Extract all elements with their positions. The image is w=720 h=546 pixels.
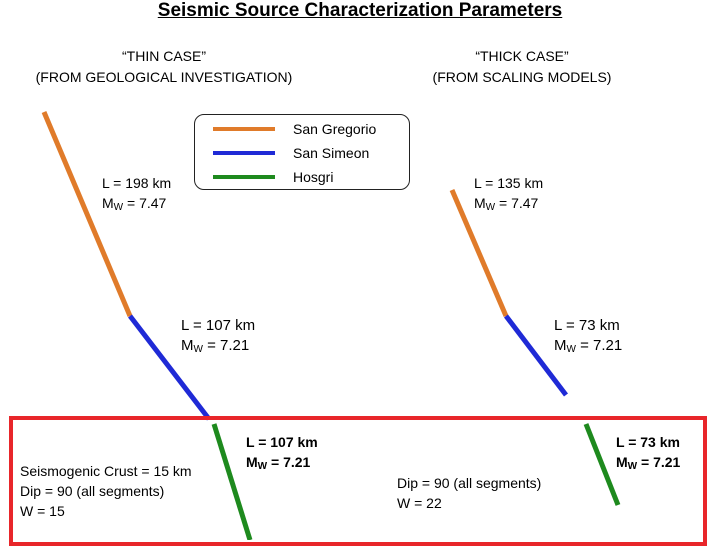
thick-san-simeon-length: L = 73 km <box>554 317 620 334</box>
thin-san-gregorio-fault <box>41 111 133 317</box>
legend: San Gregorio San Simeon Hosgri <box>194 114 410 190</box>
thin-san-simeon-magnitude: MW = 7.21 <box>181 337 250 355</box>
thin-hosgri-magnitude: MW = 7.21 <box>246 454 311 472</box>
thick-san-gregorio-fault <box>449 189 509 317</box>
thin-san-simeon-length: L = 107 km <box>181 317 256 334</box>
thin-params: Seismogenic Crust = 15 km Dip = 90 (all … <box>20 461 192 521</box>
thick-hosgri-magnitude: MW = 7.21 <box>616 454 681 472</box>
thick-case-subtitle: (FROM SCALING MODELS) <box>432 69 612 85</box>
thick-hosgri-length: L = 73 km <box>616 434 680 450</box>
thick-param-width: W = 22 <box>397 495 442 511</box>
thin-case-title: “THIN CASE” <box>122 48 206 64</box>
legend-swatch-san-gregorio <box>213 127 275 131</box>
thin-hosgri-length: L = 107 km <box>246 434 318 450</box>
thin-san-gregorio-magnitude: MW = 7.47 <box>102 195 167 213</box>
thin-san-simeon-fault <box>128 314 211 421</box>
thin-san-gregorio-label: L = 198 km MW = 7.47 <box>102 173 171 213</box>
page-title: Seismic Source Characterization Paramete… <box>157 0 563 21</box>
thick-san-simeon-label: L = 73 km MW = 7.21 <box>554 316 622 356</box>
thin-param-crust: Seismogenic Crust = 15 km <box>20 463 192 479</box>
thick-san-gregorio-label: L = 135 km MW = 7.47 <box>474 173 543 213</box>
thin-san-simeon-label: L = 107 km MW = 7.21 <box>181 316 255 356</box>
thick-case-heading: “THICK CASE” (FROM SCALING MODELS) <box>392 46 652 88</box>
thick-san-gregorio-length: L = 135 km <box>474 175 544 191</box>
thick-param-dip: Dip = 90 (all segments) <box>397 475 542 491</box>
thin-hosgri-fault <box>211 423 253 540</box>
legend-label-hosgri: Hosgri <box>293 169 334 185</box>
thick-params: Dip = 90 (all segments) W = 22 <box>397 473 541 513</box>
legend-swatch-san-simeon <box>213 151 275 155</box>
thick-san-simeon-fault <box>504 314 568 397</box>
legend-label-san-simeon: San Simeon <box>293 145 370 161</box>
thick-san-gregorio-magnitude: MW = 7.47 <box>474 195 539 213</box>
thin-param-width: W = 15 <box>20 503 65 519</box>
legend-swatch-hosgri <box>213 175 275 179</box>
thin-hosgri-label: L = 107 km MW = 7.21 <box>246 432 318 472</box>
thick-case-title: “THICK CASE” <box>475 48 569 64</box>
thick-hosgri-fault <box>583 423 621 506</box>
thick-san-simeon-magnitude: MW = 7.21 <box>554 337 623 355</box>
legend-label-san-gregorio: San Gregorio <box>293 121 377 137</box>
thin-case-subtitle: (FROM GEOLOGICAL INVESTIGATION) <box>35 69 293 85</box>
thin-param-dip: Dip = 90 (all segments) <box>20 483 165 499</box>
thin-case-heading: “THIN CASE” (FROM GEOLOGICAL INVESTIGATI… <box>14 46 314 88</box>
thin-san-gregorio-length: L = 198 km <box>102 175 172 191</box>
thick-hosgri-label: L = 73 km MW = 7.21 <box>616 432 680 472</box>
